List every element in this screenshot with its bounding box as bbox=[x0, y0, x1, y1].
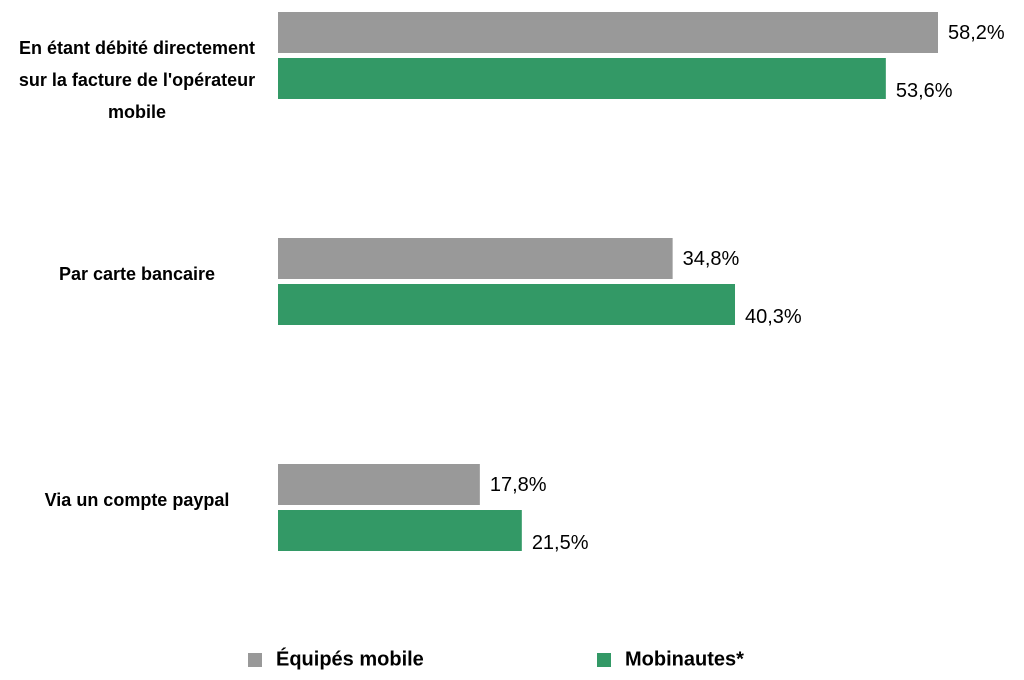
bar bbox=[278, 510, 522, 551]
category-label: Par carte bancaire bbox=[58, 264, 216, 284]
legend-swatch bbox=[248, 653, 262, 667]
value-label: 34,8% bbox=[683, 248, 740, 270]
bar bbox=[278, 284, 736, 325]
category-label: Via un compte paypal bbox=[44, 490, 230, 510]
category-label: En étant débité directement sur la factu… bbox=[18, 38, 256, 122]
legend-swatch bbox=[597, 653, 611, 667]
bar bbox=[278, 464, 480, 505]
legend-label: Mobinautes* bbox=[625, 648, 744, 670]
legend-label: Équipés mobile bbox=[276, 647, 424, 670]
value-label: 21,5% bbox=[532, 532, 589, 554]
bar bbox=[278, 238, 673, 279]
value-label: 40,3% bbox=[745, 306, 802, 328]
bar bbox=[278, 58, 886, 99]
value-label: 17,8% bbox=[490, 474, 547, 496]
value-label: 53,6% bbox=[896, 80, 953, 102]
value-label: 58,2% bbox=[948, 22, 1005, 44]
bar bbox=[278, 12, 938, 53]
